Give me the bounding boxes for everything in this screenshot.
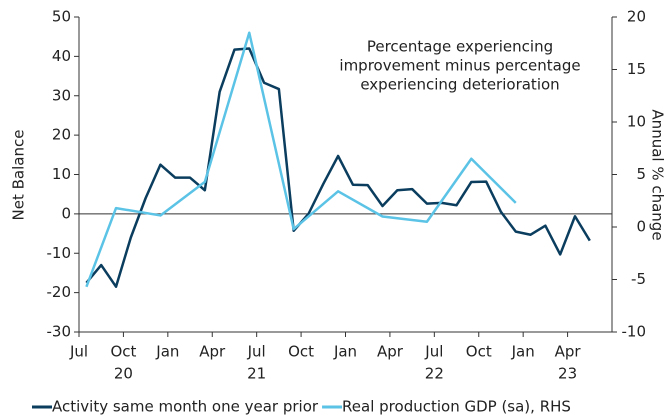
series-line (85, 31, 517, 288)
y-tick-label: 50 (52, 8, 71, 26)
y-tick-label: -10 (47, 244, 72, 262)
x-tick-label: Jan (333, 343, 357, 361)
y-tick-label: 20 (52, 126, 71, 144)
series-line (85, 47, 591, 288)
annotation: Percentage experiencing (367, 38, 553, 56)
y2-axis-label: Annual % change (649, 109, 667, 240)
legend-label: Real production GDP (sa), RHS (342, 398, 571, 416)
y-axis-label: Net Balance (10, 130, 28, 221)
x-tick-label: Jan (511, 343, 535, 361)
x-tick-label: Apr (377, 343, 404, 361)
y-tick-label: -20 (47, 283, 72, 301)
annotation: experiencing deterioration (360, 76, 559, 94)
annotation: improvement minus percentage (339, 57, 580, 75)
x-tick-label: Jul (424, 343, 443, 361)
legend-label: Activity same month one year prior (52, 398, 319, 416)
x-tick-label: Apr (199, 343, 226, 361)
y2-tick-label: 5 (636, 165, 646, 183)
x-tick-label: Oct (466, 343, 492, 361)
x-tick-label: Oct (110, 343, 136, 361)
y-tick-label: 40 (52, 47, 71, 65)
y2-tick-label: -5 (631, 270, 646, 288)
x-tick-label: Jul (69, 343, 88, 361)
y-tick-label: -30 (47, 323, 72, 341)
x-tick-label: Jan (155, 343, 179, 361)
y2-tick-label: 0 (636, 218, 646, 236)
y-tick-label: 30 (52, 86, 71, 104)
y2-tick-label: 15 (627, 60, 646, 78)
year-label: 22 (425, 365, 444, 383)
x-tick-label: Apr (555, 343, 582, 361)
x-tick-label: Jul (247, 343, 266, 361)
y-tick-label: 0 (61, 204, 71, 222)
y2-tick-label: 10 (627, 113, 646, 131)
y2-tick-label: -10 (622, 323, 647, 341)
x-tick-label: Oct (288, 343, 314, 361)
y2-tick-label: 20 (627, 8, 646, 26)
year-label: 21 (247, 365, 266, 383)
year-label: 23 (558, 365, 577, 383)
y-tick-label: 10 (52, 165, 71, 183)
year-label: 20 (114, 365, 133, 383)
